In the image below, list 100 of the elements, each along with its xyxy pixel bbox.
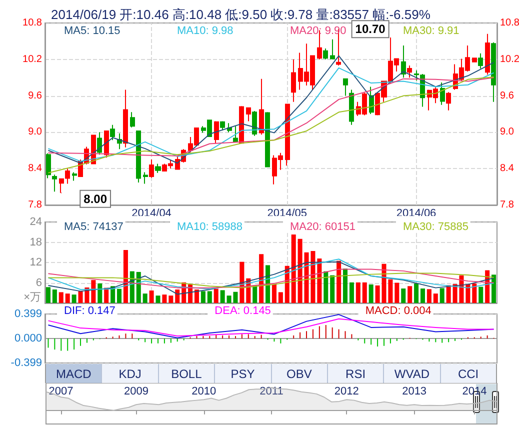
candlestick bbox=[130, 112, 135, 128]
bar bbox=[472, 283, 477, 303]
candlestick bbox=[72, 172, 77, 182]
bar bbox=[466, 284, 470, 303]
y-axis-title: ×万 bbox=[24, 292, 41, 304]
bar bbox=[123, 250, 128, 303]
bar bbox=[214, 288, 218, 303]
bar bbox=[317, 258, 322, 303]
bar bbox=[446, 285, 451, 303]
y-tick-label: 0.399 bbox=[14, 308, 42, 320]
bar bbox=[414, 283, 419, 303]
annotation: 10.70 bbox=[355, 22, 386, 36]
bar bbox=[162, 294, 167, 303]
bar bbox=[336, 260, 342, 303]
bar bbox=[426, 289, 432, 303]
x-tick-label: 2014 bbox=[462, 386, 487, 398]
candlestick bbox=[46, 152, 51, 179]
bar bbox=[194, 290, 200, 303]
bar bbox=[220, 290, 225, 303]
bar bbox=[272, 284, 276, 303]
bar bbox=[207, 291, 212, 303]
x-tick-label: 2013 bbox=[402, 386, 427, 398]
candlestick bbox=[143, 172, 148, 184]
candlestick bbox=[265, 112, 270, 168]
text: RSI bbox=[328, 364, 384, 383]
y-tick-label: 10.8 bbox=[22, 18, 42, 28]
bar bbox=[46, 287, 50, 303]
annotation: 8.00 bbox=[84, 192, 108, 206]
x-tick-label: 2009 bbox=[124, 386, 148, 398]
bar bbox=[98, 283, 102, 303]
candlestick bbox=[155, 163, 161, 174]
y2-tick-label: 9.6 bbox=[500, 90, 514, 102]
text: MA5: 74137 bbox=[64, 221, 124, 233]
candlestick bbox=[110, 124, 115, 141]
y2-tick-label: 8.4 bbox=[500, 163, 514, 174]
candlestick bbox=[349, 89, 354, 126]
y2-tick-label: 10.8 bbox=[500, 18, 519, 28]
text: MA30: 9.91 bbox=[403, 25, 460, 37]
text: OBV bbox=[272, 364, 328, 383]
bar bbox=[440, 288, 444, 303]
text: CCI bbox=[440, 364, 496, 383]
candlestick bbox=[227, 122, 232, 133]
candlestick bbox=[485, 33, 490, 76]
bar bbox=[433, 294, 438, 303]
line-series bbox=[48, 258, 494, 290]
text: PSY bbox=[215, 364, 272, 383]
line-series bbox=[48, 268, 494, 288]
candlestick bbox=[491, 42, 496, 102]
text: MA30: 75885 bbox=[403, 221, 468, 233]
line-series bbox=[48, 261, 494, 295]
line-series bbox=[48, 76, 494, 174]
candlestick bbox=[330, 38, 335, 60]
candlestick bbox=[401, 44, 406, 78]
bar bbox=[240, 262, 244, 303]
candlestick bbox=[233, 126, 238, 142]
text: MA10: 9.98 bbox=[177, 25, 234, 37]
candlestick bbox=[52, 174, 57, 192]
text: MA5: 10.15 bbox=[64, 25, 120, 37]
bar bbox=[91, 280, 96, 303]
line-series bbox=[48, 318, 494, 337]
bar bbox=[259, 254, 264, 303]
x-tick-label: 2012 bbox=[334, 386, 359, 398]
series-label: MACD: 0.004 bbox=[365, 305, 432, 317]
bar bbox=[58, 292, 64, 303]
bar bbox=[492, 274, 496, 303]
text: BOLL bbox=[158, 364, 216, 383]
candlestick bbox=[472, 58, 477, 63]
bar bbox=[175, 290, 180, 303]
bar bbox=[65, 294, 70, 303]
y2-tick-label: 7.8 bbox=[500, 200, 514, 210]
candlestick bbox=[407, 64, 412, 78]
bar bbox=[356, 282, 360, 303]
bar bbox=[362, 282, 367, 303]
candlestick bbox=[123, 89, 128, 148]
y-tick-label: 7.8 bbox=[28, 200, 42, 210]
x-tick-label: 2007 bbox=[48, 386, 74, 398]
y-tick-label: 0.000 bbox=[14, 332, 42, 344]
bar bbox=[330, 275, 335, 303]
bar bbox=[342, 268, 348, 303]
text: WVAD bbox=[384, 364, 441, 383]
candlestick bbox=[97, 132, 102, 156]
y-tick-label: 8.4 bbox=[28, 163, 42, 174]
text: KDJ bbox=[102, 364, 159, 383]
bar bbox=[324, 271, 328, 303]
bar bbox=[298, 238, 302, 303]
y-tick-label: 18 bbox=[30, 236, 42, 248]
bar bbox=[420, 288, 426, 303]
bar bbox=[52, 290, 57, 303]
bar bbox=[349, 282, 354, 303]
bar bbox=[368, 284, 374, 303]
y-tick-label: 9.0 bbox=[28, 126, 42, 138]
candlestick bbox=[440, 82, 445, 106]
bar bbox=[291, 234, 296, 303]
bar bbox=[252, 285, 258, 303]
chart-title: 2014/06/19 开:10.46 高:10.48 低:9.50 收:9.78 量:83557 幅:-6.59% bbox=[51, 7, 431, 22]
line-series bbox=[48, 77, 494, 156]
bar bbox=[168, 296, 174, 303]
candlestick bbox=[446, 92, 451, 111]
bar bbox=[142, 294, 148, 303]
y-tick-label: 6 bbox=[36, 276, 42, 289]
